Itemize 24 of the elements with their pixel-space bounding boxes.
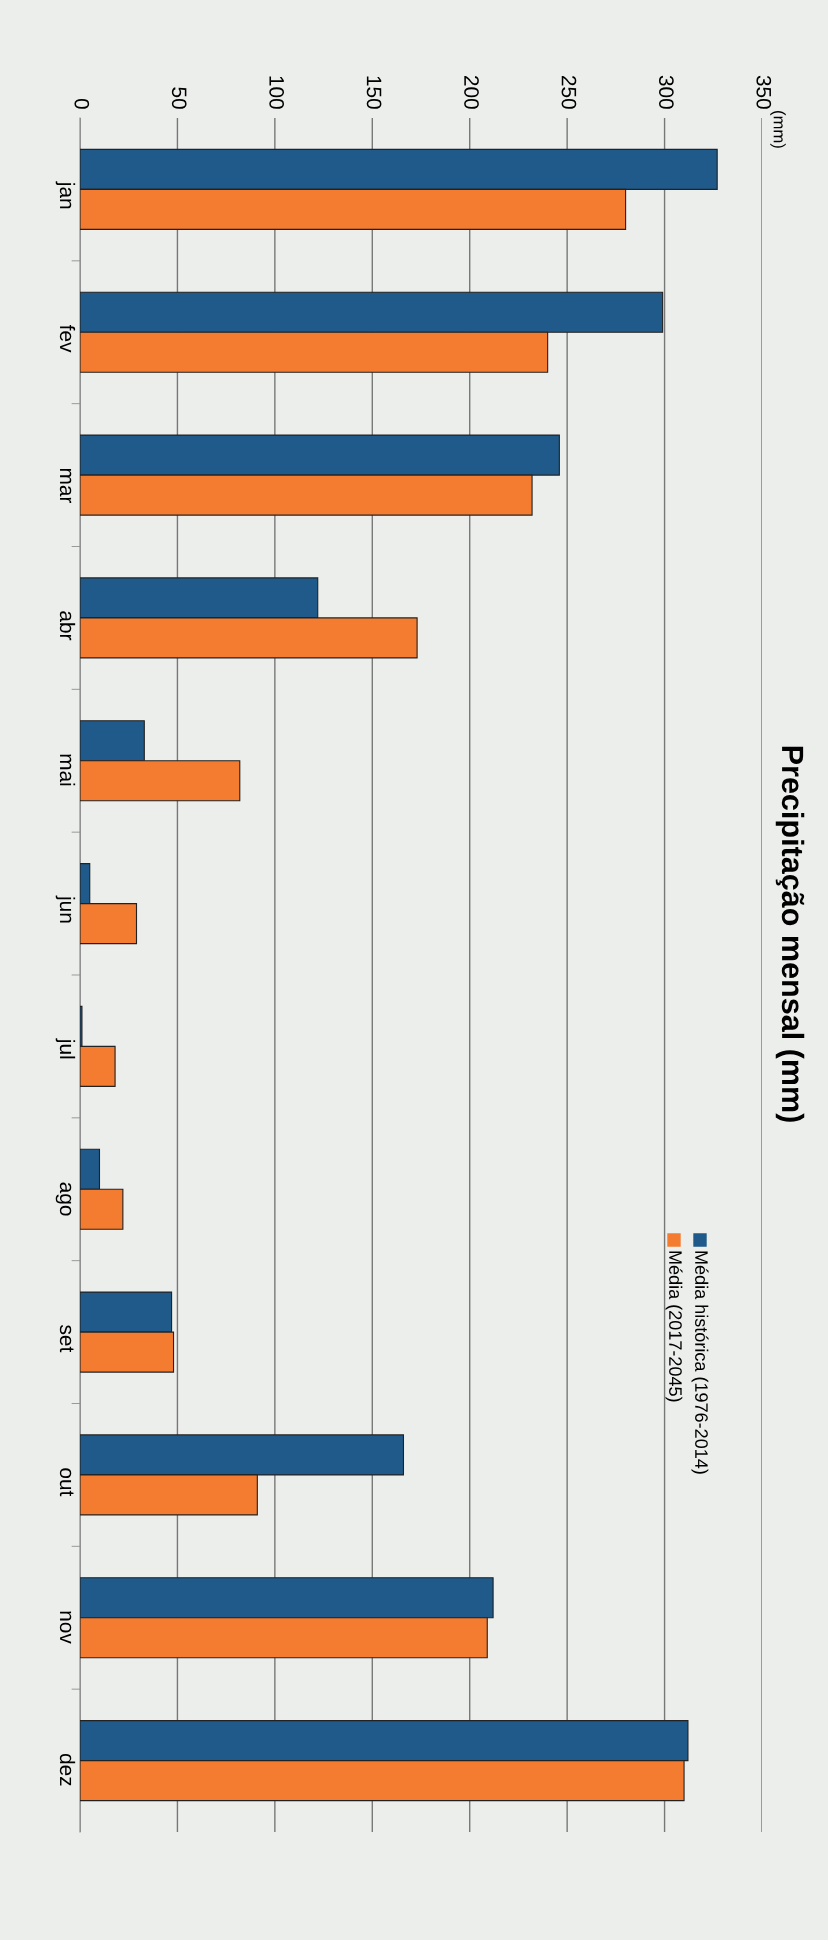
y-tick-label: jun xyxy=(55,895,76,923)
x-tick-label: 50 xyxy=(171,87,187,109)
text: (mm) xyxy=(770,111,786,148)
x-tick-label: 300 xyxy=(658,75,674,109)
y-tick-label: jul xyxy=(55,1038,76,1059)
x-tick-label: 150 xyxy=(366,76,382,109)
y-tick-label: abr xyxy=(59,611,76,641)
x-tick-label: 100 xyxy=(269,76,285,109)
y-tick-label: nov xyxy=(59,1611,72,1644)
y-tick-label: dez xyxy=(59,1753,76,1786)
legend-label: Média histórica (1976-2014) xyxy=(691,1251,709,1474)
y-tick-label: set xyxy=(59,1325,74,1353)
x-tick-label: 0 xyxy=(74,98,90,109)
y-tick-label: mar xyxy=(59,468,72,504)
x-tick-label: 200 xyxy=(464,75,479,109)
y-tick-label: ago xyxy=(55,1182,72,1216)
y-tick-label: out xyxy=(59,1468,74,1497)
text: Precipitação mensal (mm) xyxy=(775,746,805,1122)
y-tick-label: jan xyxy=(55,181,76,209)
y-tick-label: mai xyxy=(59,754,76,786)
x-tick-label: 350 xyxy=(756,75,772,109)
x-tick-label: 250 xyxy=(561,75,577,109)
legend-label: Média (2017-2045) xyxy=(665,1251,683,1402)
y-tick-label: fev xyxy=(59,325,76,353)
